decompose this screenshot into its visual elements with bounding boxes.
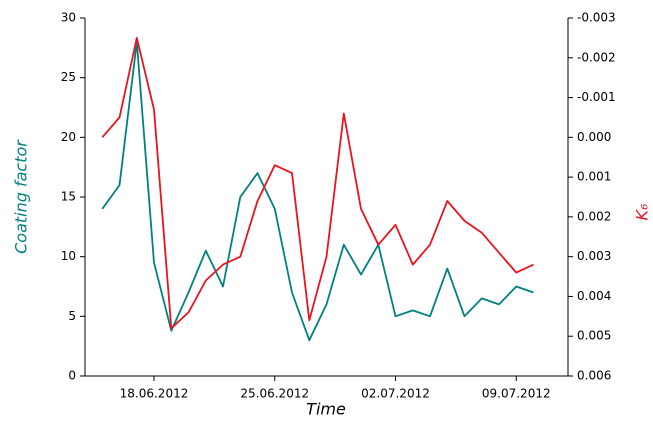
y2-tick-label: 0.005 (577, 329, 611, 343)
y-axis-title: Coating factor (12, 139, 31, 254)
y-tick-label: 20 (61, 130, 76, 144)
y-tick-label: 15 (61, 190, 76, 204)
y2-tick-label: -0.003 (577, 11, 616, 25)
y-tick-label: 10 (61, 249, 76, 263)
x-tick-label: 25.06.2012 (240, 387, 309, 401)
y2-tick-label: 0.001 (577, 170, 611, 184)
y-tick-label: 25 (61, 70, 76, 84)
series-line (101, 41, 534, 342)
y-tick-label: 30 (61, 11, 76, 25)
y2-axis-title: K₆ (633, 203, 652, 220)
x-tick-label: 09.07.2012 (482, 387, 551, 401)
y-tick-label: 0 (68, 369, 76, 383)
series-line (101, 37, 534, 330)
y2-tick-label: 0.004 (577, 289, 611, 303)
y2-tick-label: 0.003 (577, 249, 611, 263)
x-tick-label: 02.07.2012 (361, 387, 430, 401)
y2-tick-label: 0.000 (577, 130, 611, 144)
y2-tick-label: -0.001 (577, 90, 616, 104)
y-tick-label: 5 (68, 309, 76, 323)
y2-tick-label: 0.002 (577, 209, 611, 223)
y2-tick-label: -0.002 (577, 50, 616, 64)
y2-tick-label: 0.006 (577, 369, 611, 383)
x-axis-title: Time (306, 400, 346, 419)
x-tick-label: 18.06.2012 (120, 387, 189, 401)
